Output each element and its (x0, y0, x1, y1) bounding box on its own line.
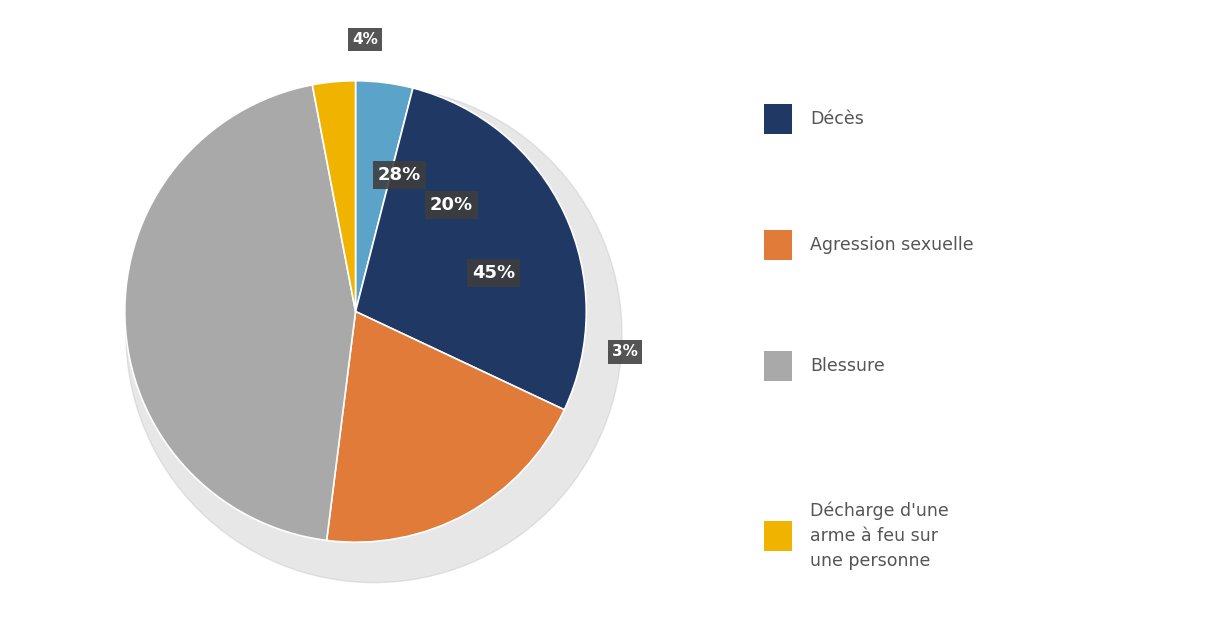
FancyBboxPatch shape (764, 351, 792, 381)
FancyBboxPatch shape (764, 104, 792, 134)
Text: Décès: Décès (810, 110, 864, 128)
Text: 3%: 3% (612, 345, 638, 359)
Text: 4%: 4% (352, 32, 378, 47)
Text: Agression sexuelle: Agression sexuelle (810, 236, 973, 254)
Text: 28%: 28% (378, 166, 422, 184)
Text: 20%: 20% (429, 196, 473, 214)
FancyBboxPatch shape (764, 521, 792, 551)
Wedge shape (356, 81, 413, 312)
Wedge shape (125, 85, 356, 540)
Wedge shape (326, 312, 564, 542)
Wedge shape (313, 81, 356, 312)
Text: Décharge d'une
arme à feu sur
une personne: Décharge d'une arme à feu sur une person… (810, 502, 949, 570)
Text: 45%: 45% (472, 264, 515, 282)
Ellipse shape (126, 87, 622, 583)
FancyBboxPatch shape (764, 230, 792, 260)
Wedge shape (356, 88, 586, 410)
Text: Blessure: Blessure (810, 357, 885, 375)
